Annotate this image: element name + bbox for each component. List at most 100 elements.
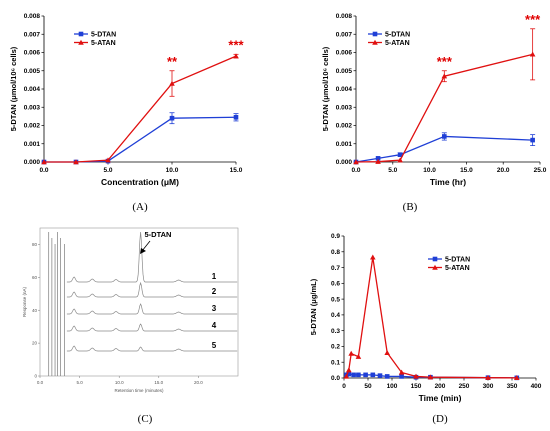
c-peak-arrow-head [140, 248, 146, 254]
c-plot-frame [39, 227, 239, 377]
a-y-tick-label: 0.001 [24, 141, 41, 148]
b-y-tick-label: 0.000 [336, 159, 353, 166]
b-significance-label: *** [437, 54, 453, 69]
d-y-tick-label: 0.5 [331, 296, 340, 303]
a-x-tick-label: 15.0 [230, 167, 243, 174]
b-x-tick-label: 0.0 [351, 167, 360, 174]
c-trace-label: 1 [212, 272, 217, 281]
a-x-tick-label: 5.0 [103, 167, 112, 174]
b-legend-marker [372, 31, 378, 37]
d-y-tick-label: 0.1 [331, 359, 340, 366]
d-data-point [351, 372, 356, 378]
c-trace-label: 3 [212, 304, 217, 313]
d-legend-label: 5-ATAN [445, 265, 470, 272]
a-significance-label: ** [167, 54, 178, 69]
d-series-line [345, 257, 517, 379]
c-trace [66, 345, 238, 352]
d-x-axis-label: Time (min) [419, 393, 462, 403]
d-data-point [384, 349, 390, 355]
b-y-axis-label: 5-DTAN (μmol/10⁶ cells) [321, 46, 330, 131]
b-data-point [397, 152, 403, 157]
b-data-point [529, 51, 536, 57]
d-data-point [370, 254, 376, 260]
panel-label-a: (A) [132, 201, 148, 213]
d-y-tick-label: 0.6 [331, 281, 340, 288]
a-legend-marker [78, 31, 84, 37]
a-series-line [44, 55, 237, 163]
d-data-point [346, 367, 352, 373]
c-y-axis-label: Response (nA) [22, 286, 27, 317]
b-data-point [375, 158, 381, 164]
a-y-axis-label: 5-DTAN (μmol/10⁶ cells) [9, 46, 18, 131]
b-x-tick-label: 10.0 [423, 167, 436, 174]
b-y-tick-label: 0.007 [336, 31, 353, 38]
a-series-line [44, 116, 237, 163]
d-y-tick-label: 0.8 [331, 249, 340, 256]
c-x-tick-label: 15.0 [154, 380, 163, 385]
c-y-tick-label: 80 [32, 242, 38, 247]
d-x-tick-label: 400 [531, 383, 542, 390]
b-y-tick-label: 0.001 [336, 141, 353, 148]
c-y-tick-label: 60 [32, 275, 38, 280]
d-x-tick-label: 0 [342, 383, 346, 390]
a-y-tick-label: 0.005 [24, 68, 41, 75]
d-x-tick-label: 250 [459, 383, 470, 390]
c-trace [66, 281, 238, 298]
a-data-point [169, 115, 175, 121]
c-trace-label: 4 [212, 321, 217, 330]
a-y-tick-label: 0.006 [24, 50, 41, 57]
c-x-tick-label: 0.0 [37, 380, 44, 385]
b-y-tick-label: 0.005 [336, 68, 353, 75]
c-trace [66, 303, 238, 315]
d-data-point [377, 373, 383, 378]
d-data-point [370, 372, 376, 378]
d-data-point [384, 374, 390, 379]
d-data-point [485, 374, 491, 380]
a-data-point [41, 159, 47, 165]
a-y-tick-label: 0.004 [24, 86, 41, 93]
c-peak-label: 5-DTAN [145, 230, 172, 239]
c-trace [66, 231, 238, 283]
d-y-tick-label: 0.3 [331, 328, 340, 335]
b-legend-marker [372, 39, 378, 45]
b-data-point [530, 137, 535, 143]
chromatogram-c: 0 20 40 60 80 0.0 5.0 10.0 15.0 20.0 Retention tim… [22, 227, 239, 393]
a-y-tick-label: 0.003 [24, 104, 41, 111]
a-x-tick-label: 0.0 [39, 167, 48, 174]
d-x-tick-label: 100 [387, 383, 398, 390]
chart-b: 0.000 0.001 0.002 0.003 0.004 0.005 0.006 0.007… [321, 12, 547, 187]
d-data-point [346, 371, 352, 377]
d-x-tick-label: 150 [411, 383, 422, 390]
d-data-point [343, 373, 350, 379]
b-x-tick-label: 20.0 [497, 167, 510, 174]
c-trace-label: 5 [212, 341, 217, 350]
c-y-tick-label: 0 [34, 374, 37, 379]
c-x-tick-label: 10.0 [115, 380, 124, 385]
a-y-tick-label: 0.008 [24, 13, 41, 20]
d-y-tick-label: 0.7 [331, 265, 340, 272]
d-data-point [413, 373, 419, 379]
a-y-tick-label: 0.007 [24, 31, 41, 38]
d-y-tick-label: 0.2 [331, 344, 340, 351]
b-legend-label: 5-DTAN [385, 32, 410, 39]
b-y-tick-label: 0.002 [336, 123, 353, 130]
b-significance-label: *** [525, 12, 541, 27]
c-y-tick-label: 40 [32, 308, 38, 313]
c-trace [66, 323, 238, 332]
a-x-axis-label: Concentration (μM) [101, 177, 179, 187]
c-x-axis-label: Retention time (minutes) [114, 388, 164, 393]
panel-label-c: (C) [138, 413, 153, 425]
d-y-tick-label: 0.9 [331, 233, 340, 240]
d-legend-marker [432, 264, 438, 270]
panel-label-d: (D) [432, 413, 448, 425]
d-data-point [427, 374, 434, 380]
c-x-tick-label: 5.0 [76, 380, 83, 385]
a-x-tick-label: 10.0 [166, 167, 179, 174]
d-data-point [514, 375, 520, 381]
b-y-tick-label: 0.004 [336, 86, 353, 93]
a-legend-marker [78, 39, 84, 45]
b-data-point [441, 73, 448, 79]
b-x-tick-label: 25.0 [534, 167, 547, 174]
b-x-tick-label: 15.0 [460, 167, 473, 174]
b-y-tick-label: 0.003 [336, 104, 353, 111]
